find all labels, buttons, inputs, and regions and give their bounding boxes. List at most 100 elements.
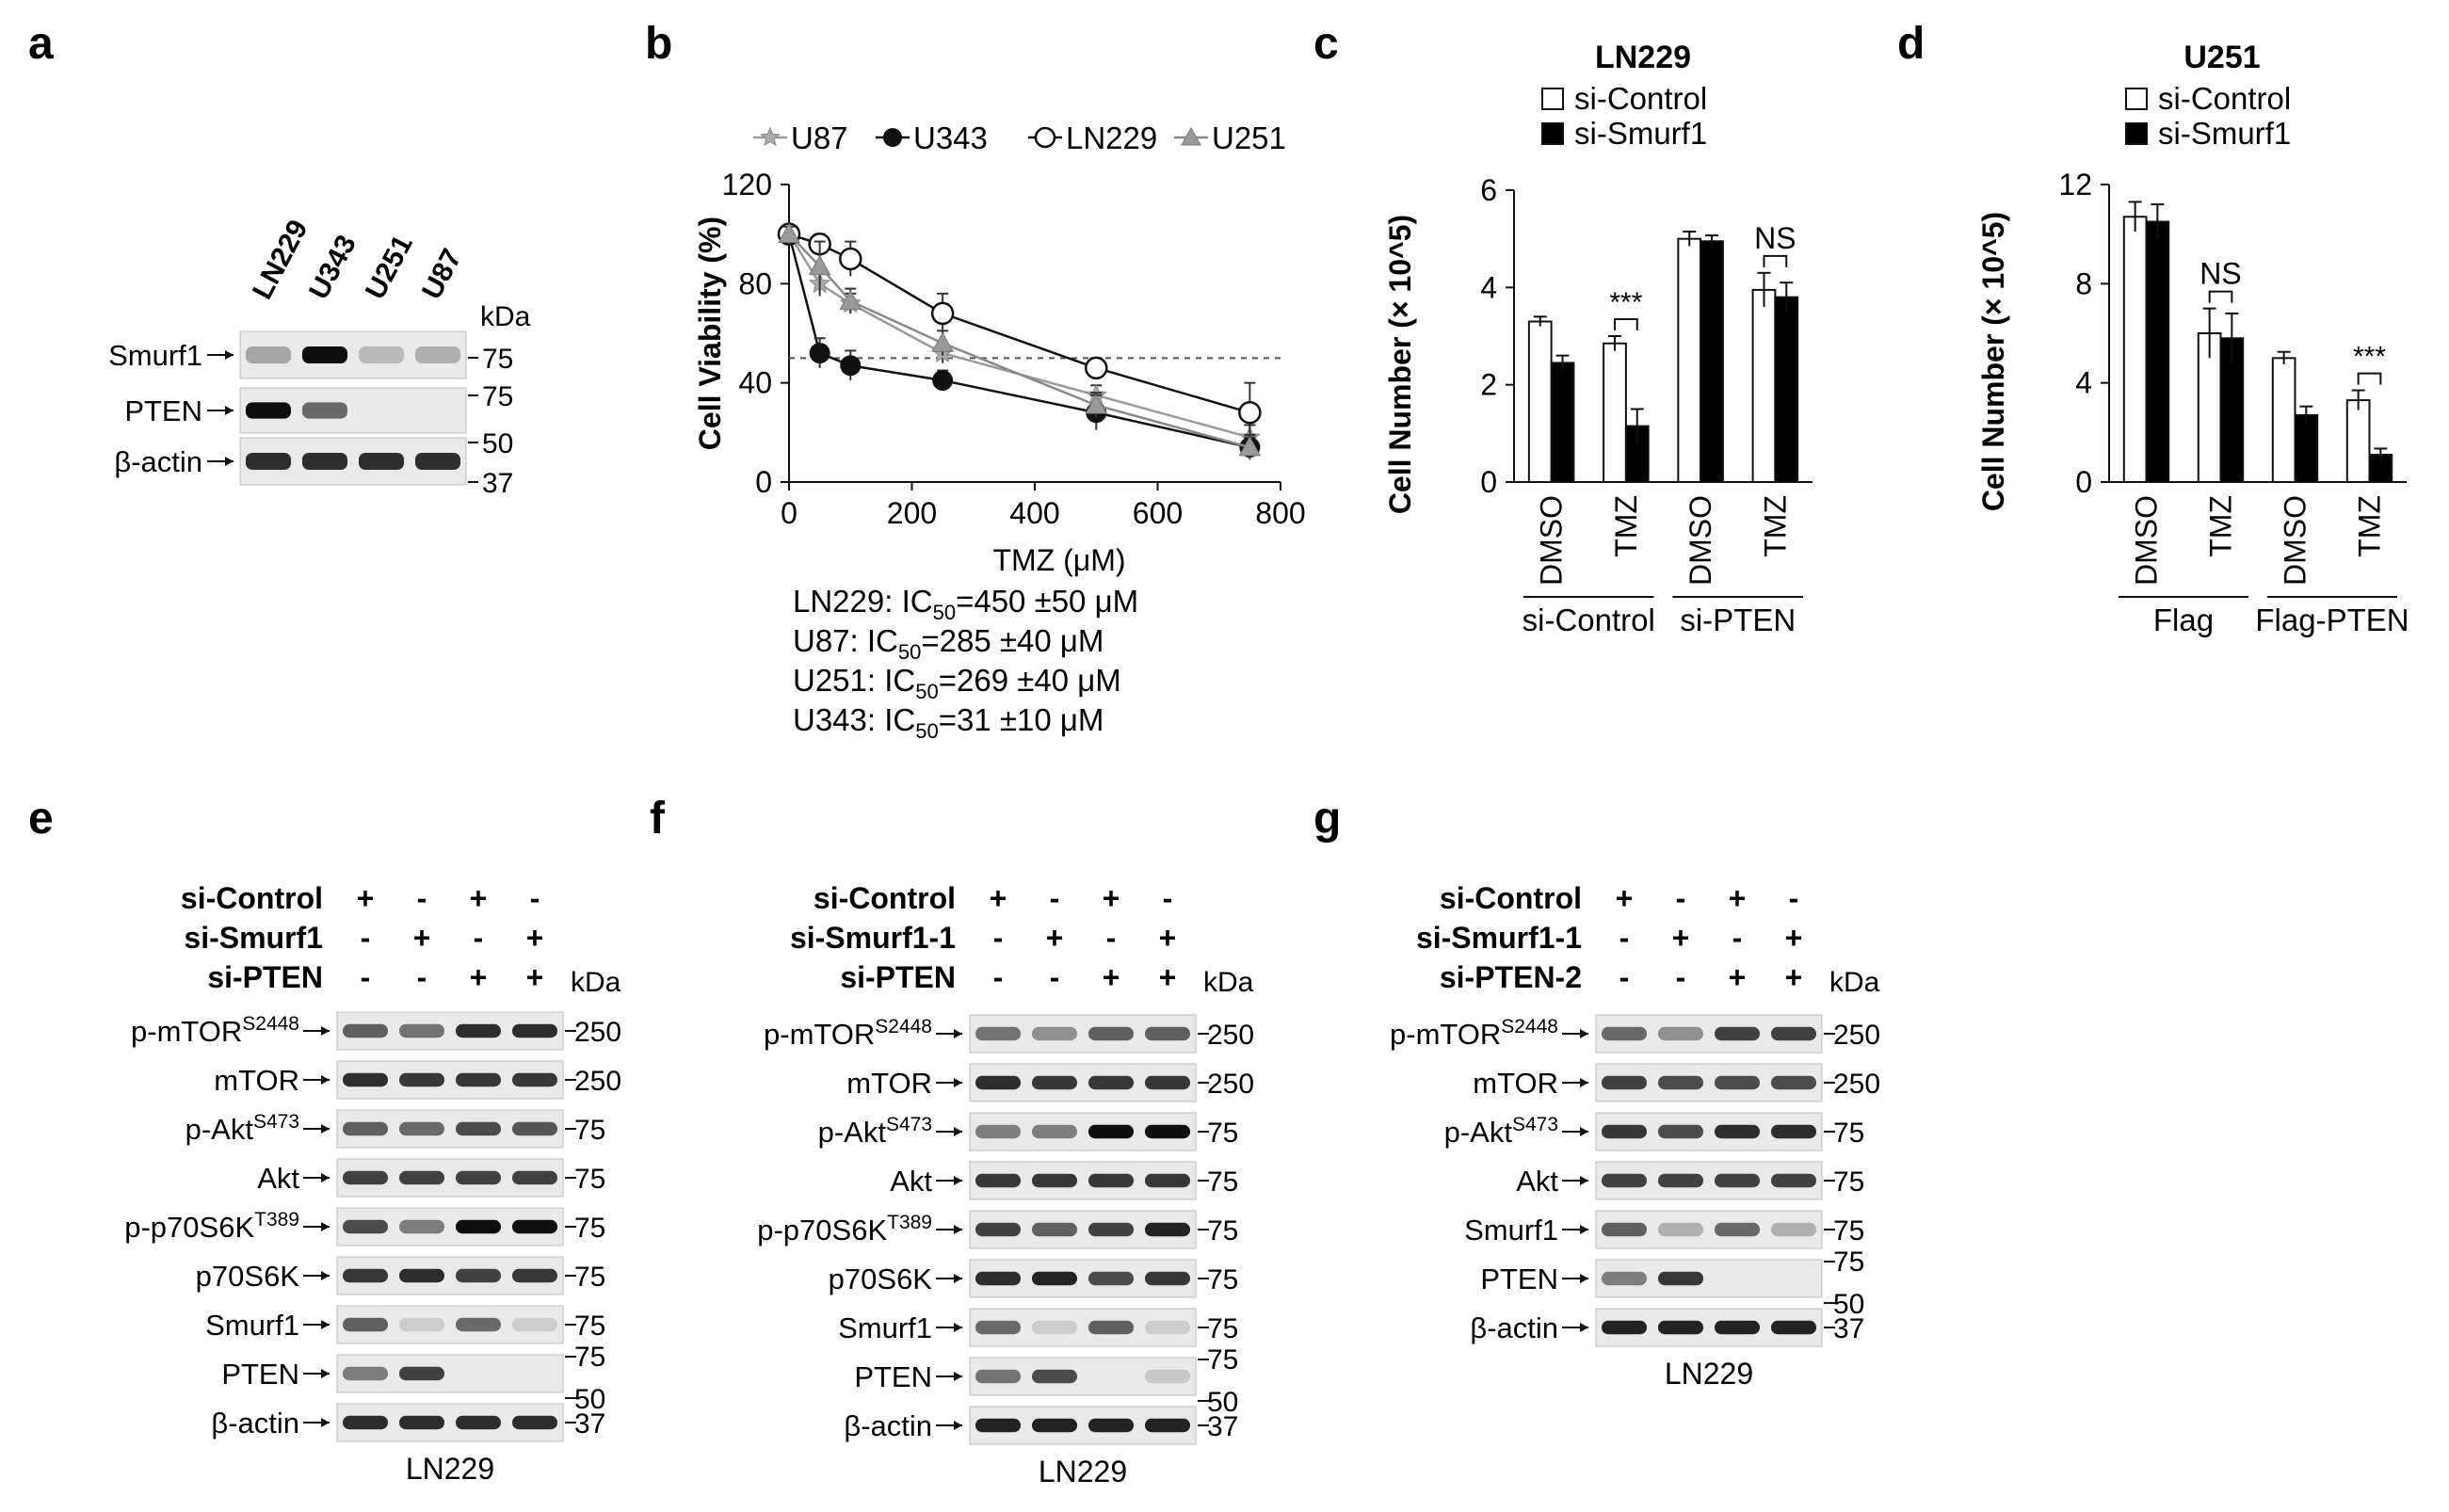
blot-band	[1088, 1124, 1134, 1139]
x-axis-label: TMZ (μM)	[992, 543, 1125, 577]
arrow-head	[954, 1323, 962, 1332]
marker-label: 250	[1833, 1020, 1880, 1051]
blot-band	[1602, 1124, 1647, 1139]
blot-band	[1715, 1320, 1760, 1335]
treatment-sign: +	[990, 881, 1007, 915]
panel-b-viability-chart: 0 200 400 600 800 0 40 80 120 Cell Viability (%) T…	[693, 121, 1306, 743]
y-tick-label: 40	[738, 366, 772, 400]
significance-label: NS	[2199, 257, 2241, 291]
arrow-head	[954, 1078, 962, 1087]
significance-bracket	[2357, 372, 2382, 385]
blot-band	[1145, 1026, 1190, 1041]
protein-label: mTOR	[1473, 1067, 1558, 1100]
protein-label: β-actin	[114, 445, 202, 478]
y-tick-label: 4	[2075, 366, 2092, 400]
treatment-label: si-PTEN	[840, 960, 956, 994]
marker-label: 75	[1207, 1118, 1238, 1149]
blot-band	[456, 1317, 501, 1332]
blot-a-band	[302, 453, 347, 470]
treatment-sign: +	[1159, 960, 1177, 994]
protein-label: β-actin	[1470, 1311, 1558, 1344]
blot-band	[399, 1317, 444, 1332]
treatment-sign: -	[1619, 921, 1630, 955]
blot-band	[343, 1219, 388, 1234]
lane-label: U251	[360, 230, 419, 304]
chart-title: U251	[2183, 40, 2260, 75]
blot-band	[1145, 1173, 1190, 1188]
x-tick-label: 200	[887, 496, 937, 530]
bar	[1700, 240, 1724, 483]
protein-label: p-mTORS2448	[764, 1016, 932, 1051]
blot-band	[1771, 1173, 1816, 1188]
marker-label: 75	[1207, 1215, 1238, 1247]
protein-label: Akt	[890, 1165, 932, 1198]
blot-band	[1032, 1369, 1077, 1384]
treatment-label: si-Control	[1440, 881, 1582, 915]
blot-band	[343, 1072, 388, 1087]
blot-band	[1032, 1124, 1077, 1139]
blot-band	[1088, 1271, 1134, 1286]
blot-band	[1032, 1075, 1077, 1090]
blot-band	[1602, 1271, 1647, 1286]
data-point	[809, 343, 830, 364]
treatment-sign: -	[1676, 960, 1686, 994]
marker-label: 37	[574, 1408, 605, 1440]
significance-bracket	[2208, 290, 2233, 303]
ic50-line: U251: IC50=269 ±40 μM	[793, 663, 1121, 703]
arrow-head	[1580, 1078, 1588, 1087]
data-point	[1085, 356, 1108, 380]
blot-band	[1658, 1173, 1703, 1188]
protein-label: PTEN	[221, 1358, 299, 1391]
marker-label: 75	[574, 1213, 605, 1244]
marker-label: 75	[574, 1262, 605, 1293]
blot-band	[1602, 1075, 1647, 1090]
treatment-label: si-Control	[814, 881, 956, 915]
blot-band	[456, 1023, 501, 1038]
marker-label: 50	[1833, 1289, 1864, 1320]
data-point	[1034, 126, 1056, 149]
blot-band	[343, 1023, 388, 1038]
lane-label: U87	[416, 244, 468, 304]
category-label: DMSO	[2130, 495, 2164, 586]
treatment-sign: -	[474, 921, 484, 955]
treatment-sign: +	[470, 960, 488, 994]
bar	[2271, 357, 2296, 484]
legend-swatch	[1541, 122, 1564, 145]
blot-a-band	[246, 402, 291, 419]
marker-label: 75	[482, 381, 513, 412]
protein-label: PTEN	[854, 1360, 932, 1393]
blot-band	[1658, 1124, 1703, 1139]
y-tick-label: 80	[738, 266, 772, 300]
group-label: si-Control	[1523, 603, 1655, 637]
blot-band	[1032, 1222, 1077, 1237]
blot-band	[1658, 1271, 1703, 1286]
significance-bracket	[1763, 254, 1788, 267]
blot-band	[1602, 1320, 1647, 1335]
blot-band	[975, 1222, 1021, 1237]
bar	[2294, 413, 2319, 483]
blot-band	[1715, 1075, 1760, 1090]
y-tick-label: 6	[1480, 173, 1497, 207]
arrow-head	[954, 1372, 962, 1381]
blot-band	[456, 1170, 501, 1185]
treatment-sign: -	[993, 960, 1004, 994]
y-tick-label: 2	[1480, 368, 1497, 402]
y-tick-label: 0	[755, 465, 772, 499]
blot-band	[399, 1023, 444, 1038]
panel-letter-f: f	[650, 794, 666, 844]
legend-label: si-Smurf1	[1574, 116, 1707, 151]
data-point	[1238, 436, 1262, 457]
treatment-label: si-PTEN-2	[1440, 960, 1582, 994]
treatment-sign: +	[1729, 960, 1747, 994]
treatment-sign: -	[417, 960, 427, 994]
blot-band	[399, 1415, 444, 1430]
arrow-head	[321, 1026, 330, 1036]
legend-label: LN229	[1066, 121, 1157, 155]
blot-band	[1602, 1173, 1647, 1188]
blot-a-band	[302, 402, 347, 419]
blot-band	[399, 1072, 444, 1087]
blot-band	[1088, 1075, 1134, 1090]
blot-band	[512, 1219, 557, 1234]
